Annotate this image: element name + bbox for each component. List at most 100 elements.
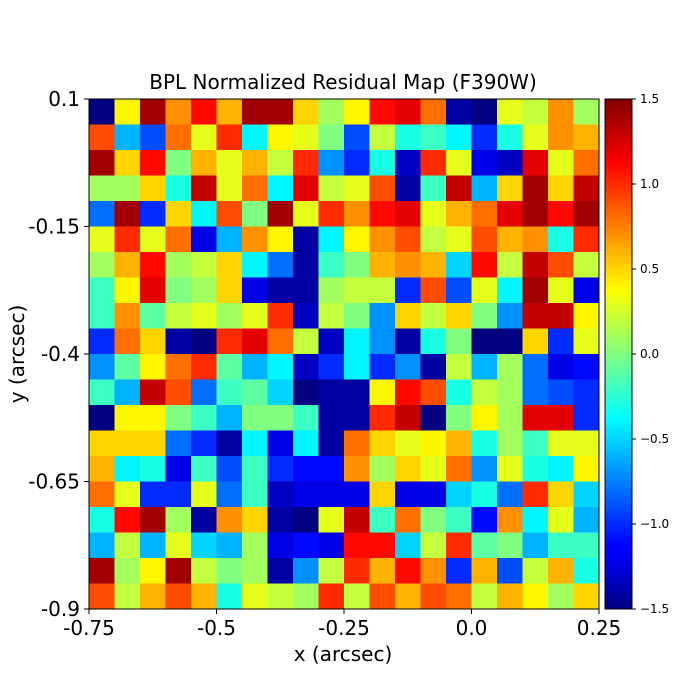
heatmap-cell bbox=[267, 405, 294, 431]
heatmap-cell bbox=[114, 150, 141, 176]
heatmap-cell bbox=[318, 99, 345, 125]
heatmap-cell bbox=[497, 328, 523, 355]
heatmap-cell bbox=[344, 405, 370, 431]
heatmap-cell bbox=[191, 175, 217, 202]
y-tick-label: -0.65 bbox=[28, 470, 80, 494]
heatmap-cell bbox=[548, 532, 574, 559]
heatmap-cell bbox=[395, 226, 421, 253]
heatmap-cell bbox=[369, 226, 396, 253]
heatmap-cell bbox=[242, 226, 268, 253]
heatmap-cell bbox=[89, 507, 115, 533]
heatmap-cell bbox=[165, 456, 192, 482]
heatmap-cell bbox=[522, 456, 549, 482]
heatmap-cell bbox=[395, 328, 421, 355]
heatmap-cell bbox=[89, 481, 115, 508]
heatmap-cell bbox=[318, 175, 345, 202]
heatmap-cell bbox=[548, 175, 574, 202]
colorbar-tick-label: −0.5 bbox=[640, 432, 669, 446]
heatmap-cell bbox=[89, 252, 115, 278]
heatmap-cell bbox=[522, 150, 549, 176]
heatmap-cell bbox=[548, 456, 574, 482]
heatmap-cell bbox=[446, 150, 472, 176]
heatmap-cell bbox=[191, 150, 217, 176]
heatmap-cell bbox=[344, 481, 370, 508]
heatmap-cell bbox=[395, 481, 421, 508]
heatmap-cell bbox=[573, 456, 600, 482]
heatmap-cell bbox=[165, 405, 192, 431]
heatmap-cell bbox=[165, 430, 192, 457]
heatmap-cell bbox=[114, 583, 141, 610]
heatmap-cell bbox=[89, 124, 115, 151]
heatmap-cell bbox=[471, 226, 498, 253]
heatmap-cell bbox=[471, 532, 498, 559]
heatmap-cell bbox=[522, 379, 549, 406]
heatmap-cell bbox=[242, 430, 268, 457]
heatmap-cell bbox=[497, 303, 523, 329]
heatmap-cell bbox=[369, 405, 396, 431]
heatmap-cell bbox=[497, 252, 523, 278]
heatmap-cell bbox=[369, 150, 396, 176]
colorbar-tick-label: −1.0 bbox=[640, 517, 669, 531]
heatmap-cell bbox=[446, 226, 472, 253]
heatmap-cell bbox=[89, 354, 115, 380]
heatmap-cell bbox=[522, 583, 549, 610]
colorbar-ticks: 1.5 1.0 0.5 0.0 −0.5 −1.0 −1.5 bbox=[632, 92, 669, 616]
heatmap-cell bbox=[267, 354, 294, 380]
heatmap-cell bbox=[395, 252, 421, 278]
heatmap-cell bbox=[369, 532, 396, 559]
heatmap-cell bbox=[140, 354, 166, 380]
heatmap-cell bbox=[471, 507, 498, 533]
heatmap-cell bbox=[114, 354, 141, 380]
heatmap-cell bbox=[114, 481, 141, 508]
heatmap-cell bbox=[548, 277, 574, 304]
heatmap-cell bbox=[344, 201, 370, 227]
heatmap-cell bbox=[420, 303, 447, 329]
heatmap-cell bbox=[165, 252, 192, 278]
heatmap-cell bbox=[216, 558, 243, 584]
heatmap-cell bbox=[369, 303, 396, 329]
heatmap-cell bbox=[318, 532, 345, 559]
heatmap-cell bbox=[369, 583, 396, 610]
heatmap-cell bbox=[420, 99, 447, 125]
heatmap-cell bbox=[344, 328, 370, 355]
heatmap-cell bbox=[548, 481, 574, 508]
heatmap-cell bbox=[395, 558, 421, 584]
heatmap-cell bbox=[548, 583, 574, 610]
heatmap-cell bbox=[140, 277, 166, 304]
heatmap-cell bbox=[191, 507, 217, 533]
heatmap-cell bbox=[420, 252, 447, 278]
heatmap-cell bbox=[395, 124, 421, 151]
heatmap-cell bbox=[165, 303, 192, 329]
heatmap-cell bbox=[344, 252, 370, 278]
heatmap-cell bbox=[344, 277, 370, 304]
heatmap-cell bbox=[573, 99, 600, 125]
heatmap-cell bbox=[573, 328, 600, 355]
y-axis-label: y (arcsec) bbox=[5, 305, 29, 404]
heatmap-cell bbox=[293, 430, 319, 457]
heatmap-cell bbox=[216, 532, 243, 559]
heatmap-cell bbox=[114, 124, 141, 151]
heatmap-cell bbox=[242, 150, 268, 176]
heatmap-cell bbox=[191, 328, 217, 355]
heatmap-cell bbox=[318, 354, 345, 380]
heatmap-cell bbox=[140, 379, 166, 406]
heatmap-cell bbox=[420, 430, 447, 457]
heatmap-cell bbox=[89, 405, 115, 431]
heatmap-cell bbox=[420, 277, 447, 304]
heatmap-cell bbox=[573, 124, 600, 151]
heatmap-cell bbox=[267, 328, 294, 355]
heatmap-cell bbox=[267, 303, 294, 329]
heatmap-cell bbox=[522, 532, 549, 559]
heatmap-cell bbox=[114, 456, 141, 482]
heatmap-cell bbox=[573, 558, 600, 584]
heatmap-cell bbox=[471, 175, 498, 202]
heatmap-cell bbox=[216, 252, 243, 278]
heatmap-cell bbox=[242, 507, 268, 533]
x-tick-label: -0.5 bbox=[197, 616, 236, 640]
heatmap-cell bbox=[140, 124, 166, 151]
heatmap-cell bbox=[548, 507, 574, 533]
heatmap-cell bbox=[89, 430, 115, 457]
heatmap-cell bbox=[395, 175, 421, 202]
heatmap-cell bbox=[191, 379, 217, 406]
heatmap-cell bbox=[497, 226, 523, 253]
